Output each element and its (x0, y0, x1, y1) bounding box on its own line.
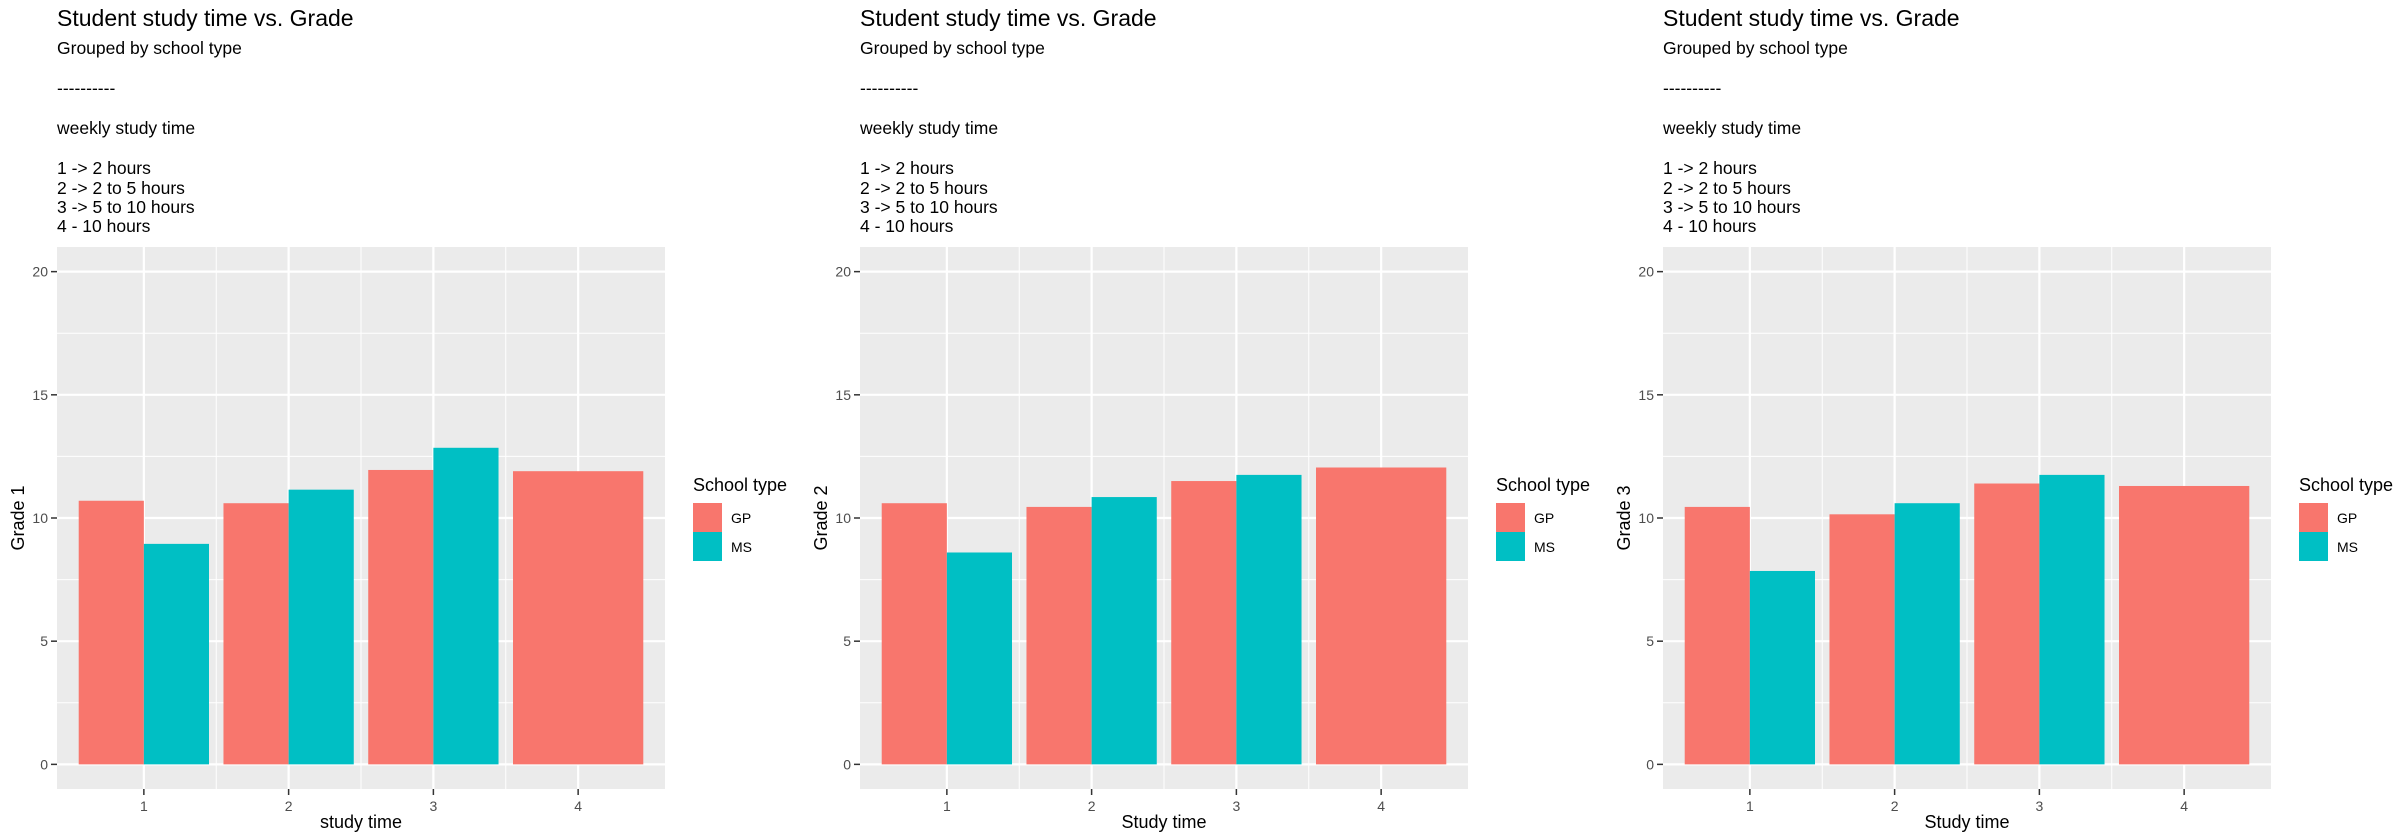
legend-title: School type (2299, 475, 2393, 495)
x-axis-title: study time (320, 812, 402, 832)
chart-subtitle-line: 2 -> 2 to 5 hours (860, 178, 988, 198)
chart-subtitle-line: 3 -> 5 to 10 hours (1663, 197, 1801, 217)
x-tick-label: 4 (2180, 798, 2188, 814)
x-tick-label: 2 (1088, 798, 1096, 814)
chart-title: Student study time vs. Grade (57, 5, 354, 31)
bar-ms-1 (1749, 570, 1815, 765)
chart-subtitle-line: 2 -> 2 to 5 hours (57, 178, 185, 198)
chart-subtitle-line: 4 - 10 hours (57, 216, 151, 236)
x-tick-label: 2 (285, 798, 293, 814)
bar-ms-2 (1894, 503, 1960, 765)
y-tick-label: 5 (843, 633, 851, 649)
chart-subtitle-line: weekly study time (56, 118, 195, 138)
y-tick-label: 15 (835, 387, 851, 403)
y-axis-title: Grade 2 (811, 485, 831, 550)
chart-subtitle-line: 4 - 10 hours (1663, 216, 1757, 236)
y-tick-label: 5 (1646, 633, 1654, 649)
chart-title: Student study time vs. Grade (1663, 5, 1960, 31)
y-axis-title: Grade 1 (8, 485, 28, 550)
chart-panel-2: Student study time vs. Grade Grouped by s… (811, 5, 1590, 832)
legend-title: School type (693, 475, 787, 495)
chart-subtitle-line: 3 -> 5 to 10 hours (860, 197, 998, 217)
legend-key-gp (1496, 503, 1525, 532)
x-axis-title: Study time (1121, 812, 1206, 832)
y-tick-label: 0 (1646, 756, 1654, 772)
x-tick-label: 3 (1232, 798, 1240, 814)
y-tick-label: 5 (40, 633, 48, 649)
y-tick-label: 10 (32, 510, 48, 526)
legend-title: School type (1496, 475, 1590, 495)
legend-label: MS (2337, 539, 2358, 555)
chart-subtitle-line: Grouped by school type (1663, 38, 1848, 58)
legend-key-gp (693, 503, 722, 532)
y-tick-label: 10 (835, 510, 851, 526)
bar-ms-2 (288, 489, 354, 765)
chart-subtitle-line: weekly study time (1662, 118, 1801, 138)
y-axis-title: Grade 3 (1614, 485, 1634, 550)
y-tick-label: 15 (1638, 387, 1654, 403)
legend-key-ms (693, 532, 722, 561)
chart-subtitle-line: 1 -> 2 hours (860, 158, 954, 178)
legend-label: MS (731, 539, 752, 555)
chart-subtitle-line: Grouped by school type (860, 38, 1045, 58)
x-axis-title: Study time (1924, 812, 2009, 832)
bar-ms-3 (433, 447, 499, 765)
chart-subtitle-line: Grouped by school type (57, 38, 242, 58)
x-tick-label: 2 (1891, 798, 1899, 814)
y-tick-label: 20 (835, 264, 851, 280)
legend-key-ms (1496, 532, 1525, 561)
chart-subtitle-line: ---------- (57, 78, 115, 98)
x-tick-label: 3 (2035, 798, 2043, 814)
bar-gp-3 (1171, 481, 1237, 765)
chart-panel-1: Student study time vs. Grade Grouped by s… (8, 5, 787, 832)
bar-gp-4 (1316, 467, 1447, 765)
bar-gp-4 (513, 471, 644, 765)
x-tick-label: 1 (140, 798, 148, 814)
bar-gp-1 (1684, 506, 1750, 765)
chart-subtitle-line: 4 - 10 hours (860, 216, 954, 236)
x-tick-label: 1 (1746, 798, 1754, 814)
bar-ms-1 (143, 543, 209, 765)
chart-subtitle-line: 2 -> 2 to 5 hours (1663, 178, 1791, 198)
y-tick-label: 20 (32, 264, 48, 280)
y-tick-label: 10 (1638, 510, 1654, 526)
bar-ms-1 (946, 552, 1012, 765)
bar-gp-1 (78, 500, 144, 765)
bar-ms-2 (1091, 497, 1157, 765)
bar-gp-3 (368, 469, 434, 765)
legend-key-gp (2299, 503, 2328, 532)
bar-gp-2 (1829, 514, 1895, 765)
legend-label: MS (1534, 539, 1555, 555)
chart-subtitle-line: weekly study time (859, 118, 998, 138)
chart-panel-3: Student study time vs. Grade Grouped by s… (1614, 5, 2393, 832)
bar-ms-3 (1236, 474, 1302, 765)
legend-label: GP (731, 510, 751, 526)
chart-subtitle-line: 1 -> 2 hours (1663, 158, 1757, 178)
chart-subtitle-line: 1 -> 2 hours (57, 158, 151, 178)
chart-title: Student study time vs. Grade (860, 5, 1157, 31)
y-tick-label: 20 (1638, 264, 1654, 280)
x-tick-label: 1 (943, 798, 951, 814)
y-tick-label: 0 (40, 756, 48, 772)
bar-gp-4 (2119, 485, 2250, 765)
bar-gp-3 (1974, 483, 2040, 765)
chart-subtitle-line: 3 -> 5 to 10 hours (57, 197, 195, 217)
y-tick-label: 0 (843, 756, 851, 772)
chart-subtitle-line: ---------- (1663, 78, 1721, 98)
bar-gp-1 (881, 503, 947, 765)
legend-key-ms (2299, 532, 2328, 561)
chart-subtitle-line: ---------- (860, 78, 918, 98)
x-tick-label: 4 (574, 798, 582, 814)
y-tick-label: 15 (32, 387, 48, 403)
legend-label: GP (2337, 510, 2357, 526)
bar-ms-3 (2039, 474, 2105, 765)
legend-label: GP (1534, 510, 1554, 526)
x-tick-label: 4 (1377, 798, 1385, 814)
bar-gp-2 (1026, 506, 1092, 765)
bar-gp-2 (223, 503, 289, 765)
x-tick-label: 3 (429, 798, 437, 814)
